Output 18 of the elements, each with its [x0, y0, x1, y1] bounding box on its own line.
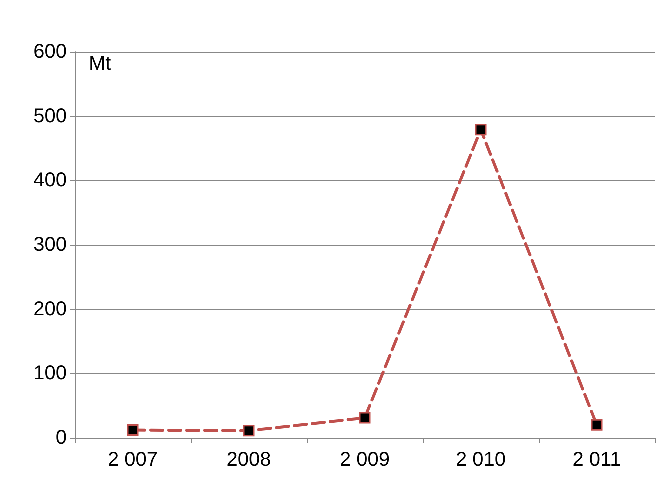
point — [591, 419, 603, 431]
y-tick-label: 300 — [34, 234, 67, 256]
point — [243, 425, 255, 437]
point — [475, 124, 487, 136]
y-axis-title: Mt — [89, 53, 112, 75]
y-tick-label: 200 — [34, 298, 67, 320]
y-tick-label: 500 — [34, 105, 67, 128]
x-tick-label: 2008 — [226, 449, 272, 471]
y-tick-label: 400 — [34, 170, 67, 192]
point — [359, 412, 371, 424]
x-tick-label: 2 009 — [340, 449, 390, 471]
x-tick-label: 2 010 — [456, 449, 506, 471]
y-tick-label: 0 — [56, 427, 67, 449]
x-tick-label: 2 011 — [572, 449, 622, 471]
y-tick-label: 600 — [34, 41, 67, 63]
point — [127, 424, 139, 436]
x-tick-label: 2 007 — [108, 449, 158, 471]
y-tick-label: 100 — [34, 362, 67, 385]
